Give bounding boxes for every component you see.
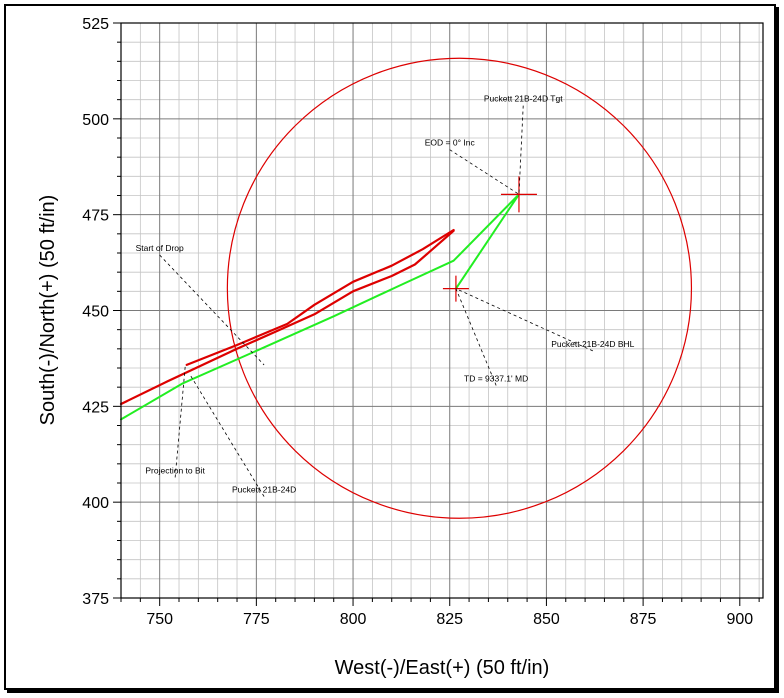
x-tick-label: 750	[146, 611, 173, 628]
series-line-1	[119, 229, 455, 406]
annotation-leader	[449, 149, 520, 195]
y-tick-label: 450	[82, 304, 109, 321]
x-axis-title: West(-)/East(+) (50 ft/in)	[335, 657, 550, 679]
ticks-layer: 750 775 800 825 850 875 900 375 400 425 450 475 500 5…	[82, 16, 760, 628]
annotation-leader	[518, 105, 524, 195]
annotation-label: Puckett 21B-24D BHL	[551, 339, 634, 349]
annotation-label: Projection to Bit	[145, 465, 205, 475]
series-layer	[119, 193, 520, 421]
y-tick-label: 500	[82, 112, 109, 129]
annotation-leader	[455, 288, 593, 352]
x-tick-label: 875	[630, 611, 657, 628]
annotation-label: Start of Drop	[136, 243, 184, 253]
series-line-2	[185, 228, 455, 366]
y-tick-label: 425	[82, 399, 109, 416]
x-tick-label: 825	[436, 611, 463, 628]
x-tick-label: 775	[243, 611, 270, 628]
annotation-layer: Puckett 21B-24D Tgt EOD = 0° Inc Start of …	[136, 94, 635, 497]
y-tick-label: 400	[82, 495, 109, 512]
y-tick-label: 375	[82, 591, 109, 608]
y-axis-title: South(-)/North(+) (50 ft/in)	[37, 195, 59, 426]
x-tick-label: 850	[533, 611, 560, 628]
annotation-label: EOD = 0° Inc	[425, 138, 476, 148]
y-tick-label: 525	[82, 16, 109, 33]
annotation-label: Puckett 21B-24D	[232, 485, 296, 495]
target-circle-layer	[226, 57, 693, 519]
x-tick-label: 900	[726, 611, 753, 628]
target-circle	[226, 57, 693, 519]
annotation-leader	[174, 366, 186, 478]
annotation-label: TD = 9337.1' MD	[464, 373, 528, 383]
annotation-label: Puckett 21B-24D Tgt	[484, 94, 563, 104]
series-line-3	[120, 193, 520, 421]
y-tick-label: 475	[82, 208, 109, 225]
major-grid	[121, 22, 763, 599]
annotation-leader	[159, 254, 265, 366]
plot-border	[120, 22, 764, 599]
x-tick-label: 800	[340, 611, 367, 628]
